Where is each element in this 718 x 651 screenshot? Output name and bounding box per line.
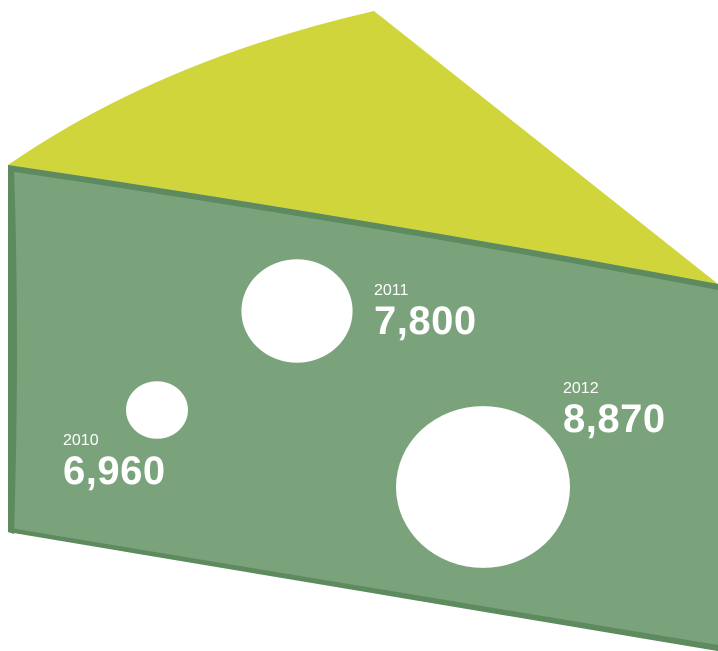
- data-label-2011: 2011 7,800: [374, 282, 477, 343]
- value-label-2010: 6,960: [63, 449, 166, 493]
- hole-2010: [126, 381, 188, 439]
- data-label-2010: 2010 6,960: [63, 432, 166, 493]
- year-label-2010: 2010: [63, 432, 99, 449]
- cheese-top-face: [8, 11, 718, 284]
- value-label-2011: 7,800: [374, 299, 477, 343]
- cheese-holes: [126, 259, 570, 568]
- value-label-2012: 8,870: [563, 397, 666, 441]
- hole-2011: [241, 259, 353, 363]
- hole-2012: [396, 406, 570, 568]
- year-label-2012: 2012: [563, 380, 599, 397]
- cheese-bottom-edge: [8, 528, 718, 651]
- cheese-edge-shadow: [8, 165, 718, 290]
- cheese-left-edge: [8, 165, 17, 534]
- year-label-2011: 2011: [374, 282, 409, 299]
- data-label-2012: 2012 8,870: [563, 380, 666, 441]
